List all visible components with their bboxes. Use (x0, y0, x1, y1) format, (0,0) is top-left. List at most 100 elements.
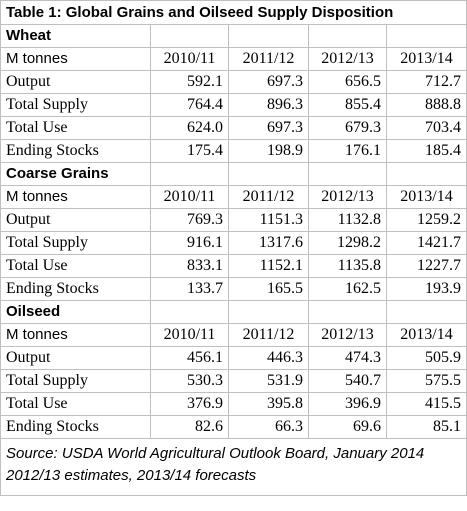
source-line: 2012/13 estimates, 2013/14 forecasts (6, 467, 257, 484)
value-cell: 162.5 (308, 277, 387, 301)
value-cell: 446.3 (228, 346, 309, 370)
row-label: Output (0, 346, 151, 370)
empty-cell (228, 24, 309, 48)
value-cell: 505.9 (385, 346, 467, 370)
value-cell: 415.5 (385, 392, 467, 416)
value-cell: 833.1 (150, 254, 229, 278)
value-cell: 133.7 (150, 277, 229, 301)
value-cell: 1132.8 (308, 208, 387, 232)
value-cell: 769.3 (150, 208, 229, 232)
empty-cell (228, 300, 309, 324)
unit-label: M tonnes (0, 323, 151, 347)
value-cell: 530.3 (150, 369, 229, 393)
year-header: 2010/11 (150, 323, 229, 347)
year-header-row: M tonnes 2010/11 2011/12 2012/13 2013/14 (0, 185, 467, 209)
value-cell: 916.1 (150, 231, 229, 255)
table-row: Total Use 624.0 697.3 679.3 703.4 (0, 116, 467, 140)
empty-cell (308, 24, 387, 48)
value-cell: 1152.1 (228, 254, 309, 278)
section-title: Coarse Grains (0, 162, 151, 186)
value-cell: 712.7 (385, 70, 467, 94)
year-header: 2010/11 (150, 47, 229, 71)
value-cell: 1227.7 (385, 254, 467, 278)
value-cell: 82.6 (150, 415, 229, 439)
section-header-row: Oilseed (0, 300, 467, 324)
value-cell: 888.8 (385, 93, 467, 117)
value-cell: 175.4 (150, 139, 229, 163)
empty-cell (308, 162, 387, 186)
value-cell: 456.1 (150, 346, 229, 370)
row-label: Total Supply (0, 231, 151, 255)
value-cell: 1259.2 (385, 208, 467, 232)
row-label: Output (0, 208, 151, 232)
empty-cell (385, 300, 467, 324)
value-cell: 1317.6 (228, 231, 309, 255)
value-cell: 1151.3 (228, 208, 309, 232)
value-cell: 540.7 (308, 369, 387, 393)
table-row: Total Supply 530.3 531.9 540.7 575.5 (0, 369, 467, 393)
empty-cell (150, 162, 229, 186)
value-cell: 176.1 (308, 139, 387, 163)
row-label: Ending Stocks (0, 139, 151, 163)
value-cell: 1298.2 (308, 231, 387, 255)
row-label: Total Use (0, 392, 151, 416)
year-header: 2010/11 (150, 185, 229, 209)
value-cell: 679.3 (308, 116, 387, 140)
value-cell: 66.3 (228, 415, 309, 439)
section-header-row: Coarse Grains (0, 162, 467, 186)
year-header: 2013/14 (385, 185, 467, 209)
value-cell: 896.3 (228, 93, 309, 117)
empty-cell (150, 300, 229, 324)
row-label: Total Use (0, 116, 151, 140)
document-page: Table 1: Global Grains and Oilseed Suppl… (0, 0, 467, 496)
row-label: Total Use (0, 254, 151, 278)
row-label: Output (0, 70, 151, 94)
table-body: Table 1: Global Grains and Oilseed Suppl… (0, 0, 467, 496)
supply-disposition-table: Table 1: Global Grains and Oilseed Suppl… (0, 0, 467, 496)
title-row: Table 1: Global Grains and Oilseed Suppl… (0, 0, 467, 25)
unit-label: M tonnes (0, 185, 151, 209)
value-cell: 1421.7 (385, 231, 467, 255)
table-row: Ending Stocks 82.6 66.3 69.6 85.1 (0, 415, 467, 439)
row-label: Ending Stocks (0, 277, 151, 301)
source-note: Source: USDA World Agricultural Outlook … (0, 438, 467, 496)
value-cell: 396.9 (308, 392, 387, 416)
empty-cell (385, 162, 467, 186)
value-cell: 193.9 (385, 277, 467, 301)
year-header-row: M tonnes 2010/11 2011/12 2012/13 2013/14 (0, 323, 467, 347)
section-title: Wheat (0, 24, 151, 48)
empty-cell (385, 24, 467, 48)
empty-cell (228, 162, 309, 186)
section-header-row: Wheat (0, 24, 467, 48)
value-cell: 474.3 (308, 346, 387, 370)
year-header: 2013/14 (385, 323, 467, 347)
value-cell: 697.3 (228, 116, 309, 140)
table-row: Total Supply 764.4 896.3 855.4 888.8 (0, 93, 467, 117)
table-row: Output 456.1 446.3 474.3 505.9 (0, 346, 467, 370)
value-cell: 697.3 (228, 70, 309, 94)
empty-cell (308, 300, 387, 324)
value-cell: 198.9 (228, 139, 309, 163)
table-row: Ending Stocks 133.7 165.5 162.5 193.9 (0, 277, 467, 301)
value-cell: 575.5 (385, 369, 467, 393)
year-header: 2012/13 (308, 47, 387, 71)
value-cell: 592.1 (150, 70, 229, 94)
value-cell: 656.5 (308, 70, 387, 94)
year-header: 2012/13 (308, 185, 387, 209)
value-cell: 165.5 (228, 277, 309, 301)
value-cell: 1135.8 (308, 254, 387, 278)
value-cell: 376.9 (150, 392, 229, 416)
year-header: 2011/12 (228, 185, 309, 209)
value-cell: 764.4 (150, 93, 229, 117)
table-row: Output 592.1 697.3 656.5 712.7 (0, 70, 467, 94)
table-title: Table 1: Global Grains and Oilseed Suppl… (0, 0, 467, 25)
year-header: 2012/13 (308, 323, 387, 347)
value-cell: 855.4 (308, 93, 387, 117)
table-row: Total Use 376.9 395.8 396.9 415.5 (0, 392, 467, 416)
source-line: Source: USDA World Agricultural Outlook … (6, 445, 425, 462)
value-cell: 624.0 (150, 116, 229, 140)
year-header: 2011/12 (228, 47, 309, 71)
value-cell: 185.4 (385, 139, 467, 163)
value-cell: 395.8 (228, 392, 309, 416)
empty-cell (150, 24, 229, 48)
